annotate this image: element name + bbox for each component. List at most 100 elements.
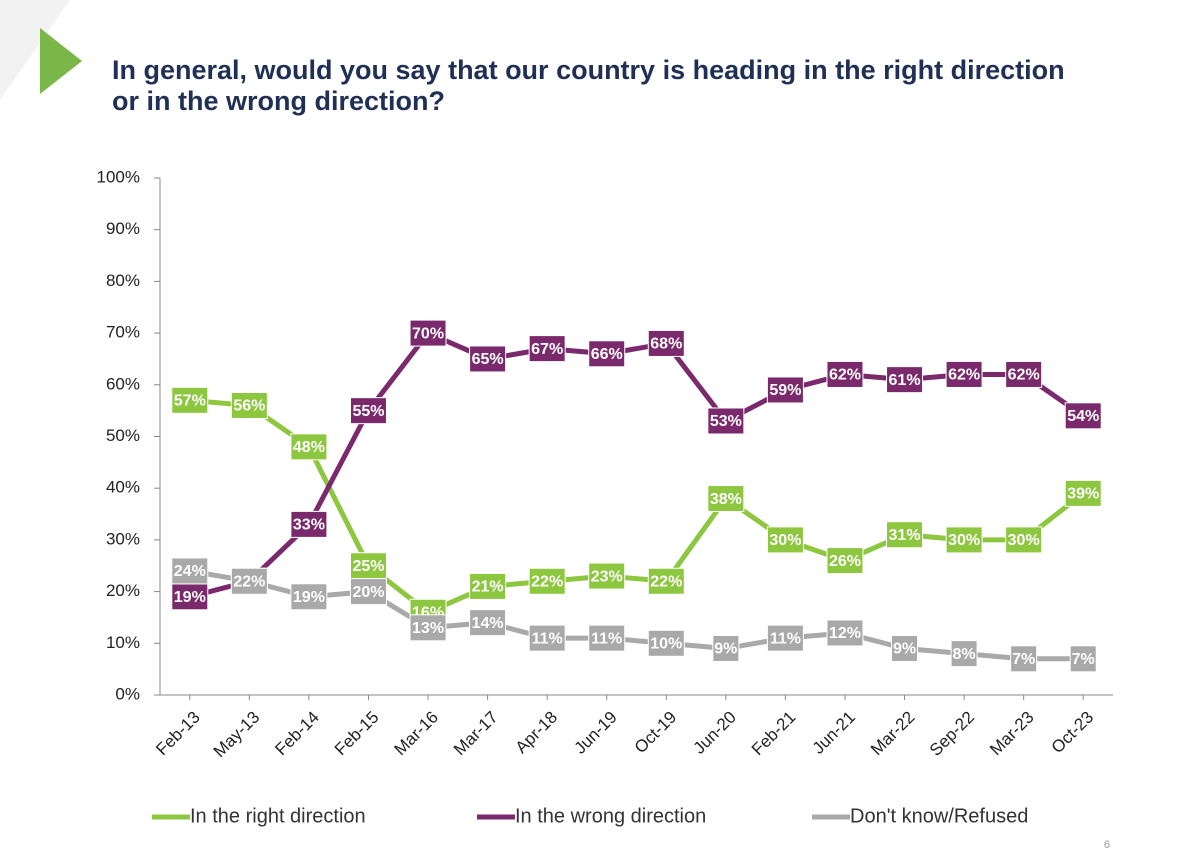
data-label: 7%: [1069, 645, 1097, 673]
data-label: 25%: [349, 552, 387, 580]
label-box: [230, 567, 268, 595]
label-text: 39%: [1067, 486, 1099, 503]
label-text: 56%: [233, 398, 265, 415]
label-text: 7%: [1072, 651, 1095, 668]
data-label: 55%: [349, 397, 387, 425]
data-label: 33%: [290, 510, 328, 538]
label-text: 61%: [889, 372, 921, 389]
legend-label: Don't know/Refused: [850, 805, 1028, 827]
data-label: 13%: [409, 614, 447, 642]
label-text: 48%: [293, 439, 325, 456]
label-box: [647, 567, 685, 595]
chart-title: In general, would you say that our count…: [112, 55, 1065, 116]
y-tick-label: 20%: [106, 581, 140, 600]
y-tick-label: 0%: [115, 684, 140, 703]
label-text: 7%: [1012, 651, 1035, 668]
label-box: [588, 340, 626, 368]
label-box: [290, 583, 328, 611]
data-label: 11%: [766, 624, 804, 652]
arrow-icon: [40, 28, 82, 94]
label-box: [886, 521, 924, 549]
label-text: 30%: [1008, 532, 1040, 549]
data-label: 19%: [171, 583, 209, 611]
data-label: 21%: [469, 572, 507, 600]
data-label: 26%: [826, 547, 864, 575]
label-box: [528, 624, 566, 652]
x-tick-label: May-13: [210, 708, 264, 762]
data-label: 65%: [469, 345, 507, 373]
y-tick-label: 70%: [106, 323, 140, 342]
label-box: [891, 634, 919, 662]
y-tick-label: 60%: [106, 374, 140, 393]
label-box: [349, 578, 387, 606]
label-box: [349, 397, 387, 425]
data-label: 19%: [290, 583, 328, 611]
data-label: 10%: [647, 629, 685, 657]
label-text: 67%: [531, 341, 563, 358]
y-tick-label: 100%: [97, 167, 140, 186]
data-label: 67%: [528, 335, 566, 363]
label-box: [945, 360, 983, 388]
label-box: [950, 640, 978, 668]
x-tick-label: Apr-18: [512, 708, 562, 758]
label-text: 8%: [953, 646, 976, 663]
label-box: [826, 360, 864, 388]
label-text: 22%: [650, 573, 682, 590]
label-box: [528, 567, 566, 595]
label-box: [1005, 526, 1043, 554]
data-label: 9%: [712, 634, 740, 662]
label-text: 70%: [412, 325, 444, 342]
x-tick-label: Mar-17: [450, 708, 502, 760]
x-tick-label: Jun-19: [571, 708, 621, 758]
x-tick-label: Oct-23: [1048, 708, 1098, 758]
data-label: 11%: [588, 624, 626, 652]
label-box: [469, 572, 507, 600]
label-text: 9%: [714, 641, 737, 658]
label-box: [588, 562, 626, 590]
data-label: 9%: [891, 634, 919, 662]
label-text: 20%: [352, 584, 384, 601]
label-box: [469, 609, 507, 637]
data-label: 20%: [349, 578, 387, 606]
label-text: 24%: [174, 563, 206, 580]
y-tick-label: 40%: [106, 478, 140, 497]
label-text: 62%: [829, 367, 861, 384]
data-label: 53%: [707, 407, 745, 435]
data-label: 30%: [945, 526, 983, 554]
label-box: [230, 391, 268, 419]
label-box: [707, 407, 745, 435]
series-line: [189, 397, 1085, 615]
x-tick-label: Sep-22: [926, 708, 978, 760]
data-label: 57%: [171, 386, 209, 414]
label-text: 11%: [591, 630, 622, 647]
data-label: 48%: [290, 433, 328, 461]
label-text: 22%: [531, 573, 563, 590]
label-box: [945, 526, 983, 554]
y-tick-label: 50%: [106, 426, 140, 445]
label-text: 65%: [472, 351, 504, 368]
label-box: [1005, 360, 1043, 388]
page-number: 6: [1104, 839, 1110, 851]
label-box: [171, 557, 209, 585]
label-text: 53%: [710, 413, 742, 430]
label-text: 21%: [472, 579, 504, 596]
label-box: [707, 485, 745, 513]
label-box: [290, 510, 328, 538]
label-text: 11%: [532, 630, 563, 647]
data-label: 54%: [1064, 402, 1102, 430]
label-text: 9%: [893, 641, 916, 658]
label-text: 13%: [412, 620, 444, 637]
label-box: [766, 624, 804, 652]
label-text: 68%: [650, 336, 682, 353]
label-text: 57%: [174, 393, 206, 410]
label-box: [409, 319, 447, 347]
data-label: 39%: [1064, 479, 1102, 507]
label-text: 38%: [710, 491, 742, 508]
label-text: 55%: [352, 403, 384, 420]
x-tick-label: Mar-22: [867, 708, 919, 760]
data-label: 14%: [469, 609, 507, 637]
label-text: 12%: [829, 625, 861, 642]
data-label: 8%: [950, 640, 978, 668]
label-text: 30%: [769, 532, 801, 549]
